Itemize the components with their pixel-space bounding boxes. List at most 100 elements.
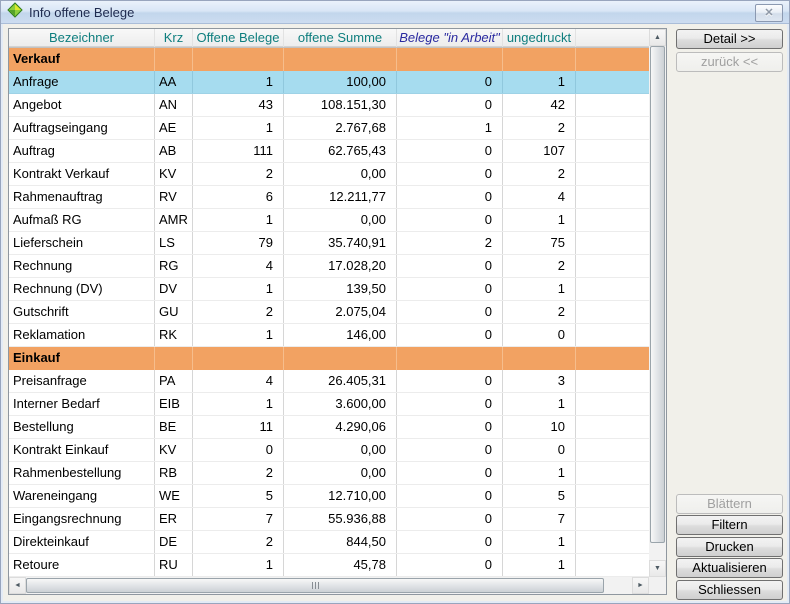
horizontal-scrollbar[interactable]: ◄ ► — [9, 577, 649, 594]
cell-ungedruckt: 75 — [503, 232, 576, 254]
table-row[interactable]: Retoure RU 1 45,78 0 1 — [9, 554, 649, 577]
column-header-bezeichner[interactable]: Bezeichner — [9, 29, 155, 47]
titlebar[interactable]: Info offene Belege ✕ — [1, 1, 789, 24]
cell-filler — [576, 278, 649, 300]
cell-offene-summe: 0,00 — [284, 462, 397, 484]
table-row[interactable]: Auftragseingang AE 1 2.767,68 1 2 — [9, 117, 649, 140]
cell-offene-belege: 2 — [193, 163, 284, 185]
table-row[interactable]: Rahmenbestellung RB 2 0,00 0 1 — [9, 462, 649, 485]
cell-ungedruckt: 2 — [503, 255, 576, 277]
cell-ungedruckt: 7 — [503, 508, 576, 530]
table-row[interactable]: Bestellung BE 11 4.290,06 0 10 — [9, 416, 649, 439]
column-header-offene_belege[interactable]: Offene Belege — [193, 29, 284, 47]
cell-in-arbeit: 0 — [397, 485, 503, 507]
section-label: Einkauf — [9, 347, 155, 370]
vertical-scrollbar[interactable]: ▲ ▼ — [649, 29, 666, 577]
cell-in-arbeit: 0 — [397, 508, 503, 530]
table-row[interactable]: Preisanfrage PA 4 26.405,31 0 3 — [9, 370, 649, 393]
zurueck-button[interactable]: zurück << — [676, 52, 783, 72]
section-cell — [193, 48, 284, 71]
close-button[interactable]: ✕ — [755, 4, 783, 22]
scroll-right-button[interactable]: ► — [632, 577, 649, 594]
cell-offene-summe: 2.767,68 — [284, 117, 397, 139]
cell-filler — [576, 554, 649, 576]
table-row[interactable]: Rahmenauftrag RV 6 12.211,77 0 4 — [9, 186, 649, 209]
cell-in-arbeit: 0 — [397, 186, 503, 208]
cell-krz: DV — [155, 278, 193, 300]
cell-offene-belege: 2 — [193, 301, 284, 323]
blaettern-button[interactable]: Blättern — [676, 494, 783, 514]
arrow-down-icon: ▼ — [654, 565, 661, 572]
cell-bezeichner: Kontrakt Verkauf — [9, 163, 155, 185]
cell-krz: GU — [155, 301, 193, 323]
cell-filler — [576, 301, 649, 323]
table-row[interactable]: Kontrakt Verkauf KV 2 0,00 0 2 — [9, 163, 649, 186]
drucken-button[interactable]: Drucken — [676, 537, 783, 557]
cell-in-arbeit: 0 — [397, 393, 503, 415]
table-row[interactable]: Kontrakt Einkauf KV 0 0,00 0 0 — [9, 439, 649, 462]
table-row[interactable]: Auftrag AB 111 62.765,43 0 107 — [9, 140, 649, 163]
table-row[interactable]: Anfrage AA 1 100,00 0 1 — [9, 71, 649, 94]
section-cell — [503, 347, 576, 370]
table-row[interactable]: Gutschrift GU 2 2.075,04 0 2 — [9, 301, 649, 324]
cell-bezeichner: Aufmaß RG — [9, 209, 155, 231]
column-header-ungedruckt[interactable]: ungedruckt — [503, 29, 576, 47]
table-row[interactable]: Direkteinkauf DE 2 844,50 0 1 — [9, 531, 649, 554]
cell-krz: KV — [155, 439, 193, 461]
column-header-offene_summe[interactable]: offene Summe — [284, 29, 397, 47]
horizontal-scrollbar-thumb[interactable] — [26, 578, 604, 593]
cell-ungedruckt: 0 — [503, 439, 576, 461]
cell-offene-belege: 1 — [193, 209, 284, 231]
vertical-scrollbar-thumb[interactable] — [650, 46, 665, 543]
column-header-krz[interactable]: Krz — [155, 29, 193, 47]
cell-in-arbeit: 0 — [397, 324, 503, 346]
table-row[interactable]: Rechnung (DV) DV 1 139,50 0 1 — [9, 278, 649, 301]
cell-ungedruckt: 2 — [503, 301, 576, 323]
cell-krz: LS — [155, 232, 193, 254]
cell-offene-summe: 45,78 — [284, 554, 397, 576]
column-header-filler — [576, 29, 649, 47]
table-row[interactable]: Interner Bedarf EIB 1 3.600,00 0 1 — [9, 393, 649, 416]
section-cell — [576, 347, 649, 370]
cell-bezeichner: Eingangsrechnung — [9, 508, 155, 530]
cell-bezeichner: Interner Bedarf — [9, 393, 155, 415]
detail-button[interactable]: Detail >> — [676, 29, 783, 49]
table-row[interactable]: Eingangsrechnung ER 7 55.936,88 0 7 — [9, 508, 649, 531]
cell-bezeichner: Direkteinkauf — [9, 531, 155, 553]
scroll-up-button[interactable]: ▲ — [649, 29, 666, 46]
cell-krz: RV — [155, 186, 193, 208]
table-header-row: Bezeichner Krz Offene Belege offene Summe Be… — [9, 29, 649, 48]
cell-bezeichner: Wareneingang — [9, 485, 155, 507]
cell-bezeichner: Kontrakt Einkauf — [9, 439, 155, 461]
cell-krz: AB — [155, 140, 193, 162]
table-row[interactable]: Reklamation RK 1 146,00 0 0 — [9, 324, 649, 347]
cell-filler — [576, 140, 649, 162]
cell-offene-summe: 0,00 — [284, 163, 397, 185]
table-row[interactable]: Angebot AN 43 108.151,30 0 42 — [9, 94, 649, 117]
table-row[interactable]: Rechnung RG 4 17.028,20 0 2 — [9, 255, 649, 278]
aktualisieren-button[interactable]: Aktualisieren — [676, 558, 783, 578]
cell-filler — [576, 370, 649, 392]
cell-bezeichner: Anfrage — [9, 71, 155, 93]
column-header-in_arbeit[interactable]: Belege "in Arbeit" — [397, 29, 503, 47]
cell-offene-belege: 1 — [193, 71, 284, 93]
cell-offene-summe: 12.710,00 — [284, 485, 397, 507]
section-cell — [155, 347, 193, 370]
table-row[interactable]: Lieferschein LS 79 35.740,91 2 75 — [9, 232, 649, 255]
cell-ungedruckt: 107 — [503, 140, 576, 162]
scroll-left-button[interactable]: ◄ — [9, 577, 26, 594]
documents-table: Bezeichner Krz Offene Belege offene Summe Be… — [8, 28, 667, 595]
cell-krz: RB — [155, 462, 193, 484]
table-row[interactable]: Wareneingang WE 5 12.710,00 0 5 — [9, 485, 649, 508]
cell-offene-belege: 7 — [193, 508, 284, 530]
scrollbar-grip-icon — [311, 582, 319, 589]
cell-krz: AN — [155, 94, 193, 116]
table-row[interactable]: Aufmaß RG AMR 1 0,00 0 1 — [9, 209, 649, 232]
scroll-down-button[interactable]: ▼ — [649, 560, 666, 577]
section-cell — [284, 48, 397, 71]
schliessen-button[interactable]: Schliessen — [676, 580, 783, 600]
cell-offene-belege: 2 — [193, 531, 284, 553]
section-row: Verkauf — [9, 48, 649, 71]
filtern-button[interactable]: Filtern — [676, 515, 783, 535]
